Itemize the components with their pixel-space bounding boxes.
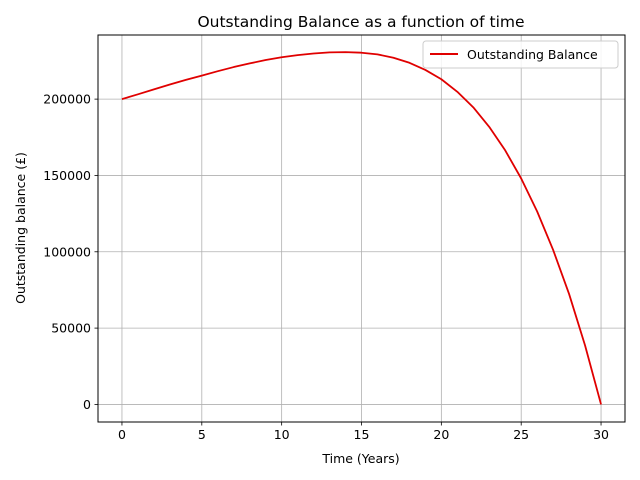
x-tick-label: 5 (198, 427, 206, 442)
y-tick-label: 150000 (43, 168, 91, 183)
y-tick-label: 100000 (43, 244, 91, 259)
legend-box (422, 40, 619, 69)
y-tick-label: 50000 (51, 321, 91, 336)
x-axis-label: Time (Years) (321, 451, 399, 466)
x-axis-ticks: 0 5 10 15 20 25 30 (118, 422, 609, 442)
series-line-outstanding-balance (121, 51, 602, 405)
legend: Outstanding Balance (422, 40, 619, 69)
chart-title: Outstanding Balance as a function of tim… (197, 13, 524, 31)
y-axis-ticks: 0 50000 100000 150000 200000 (43, 92, 98, 412)
grid-lines (98, 35, 625, 422)
x-tick-label: 10 (274, 427, 290, 442)
series-layer (121, 51, 602, 405)
y-tick-label: 0 (83, 397, 91, 412)
legend-label-outstanding-balance: Outstanding Balance (467, 47, 598, 62)
x-tick-label: 0 (118, 427, 126, 442)
x-tick-label: 30 (593, 427, 609, 442)
x-tick-label: 25 (513, 427, 529, 442)
y-axis-label: Outstanding balance (£) (13, 152, 28, 304)
x-tick-label: 20 (433, 427, 449, 442)
x-tick-label: 15 (354, 427, 370, 442)
y-tick-label: 200000 (43, 92, 91, 107)
